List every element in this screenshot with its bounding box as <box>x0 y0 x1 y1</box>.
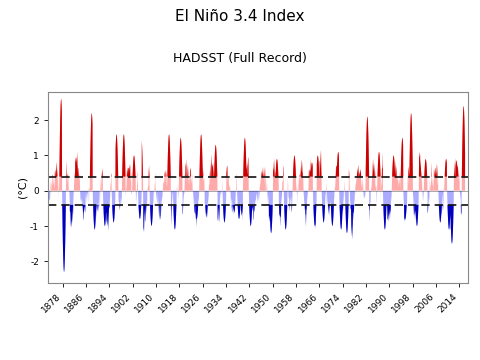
Text: HADSST (Full Record): HADSST (Full Record) <box>173 52 307 65</box>
Y-axis label: (°C): (°C) <box>17 176 27 198</box>
Text: El Niño 3.4 Index: El Niño 3.4 Index <box>175 9 305 24</box>
